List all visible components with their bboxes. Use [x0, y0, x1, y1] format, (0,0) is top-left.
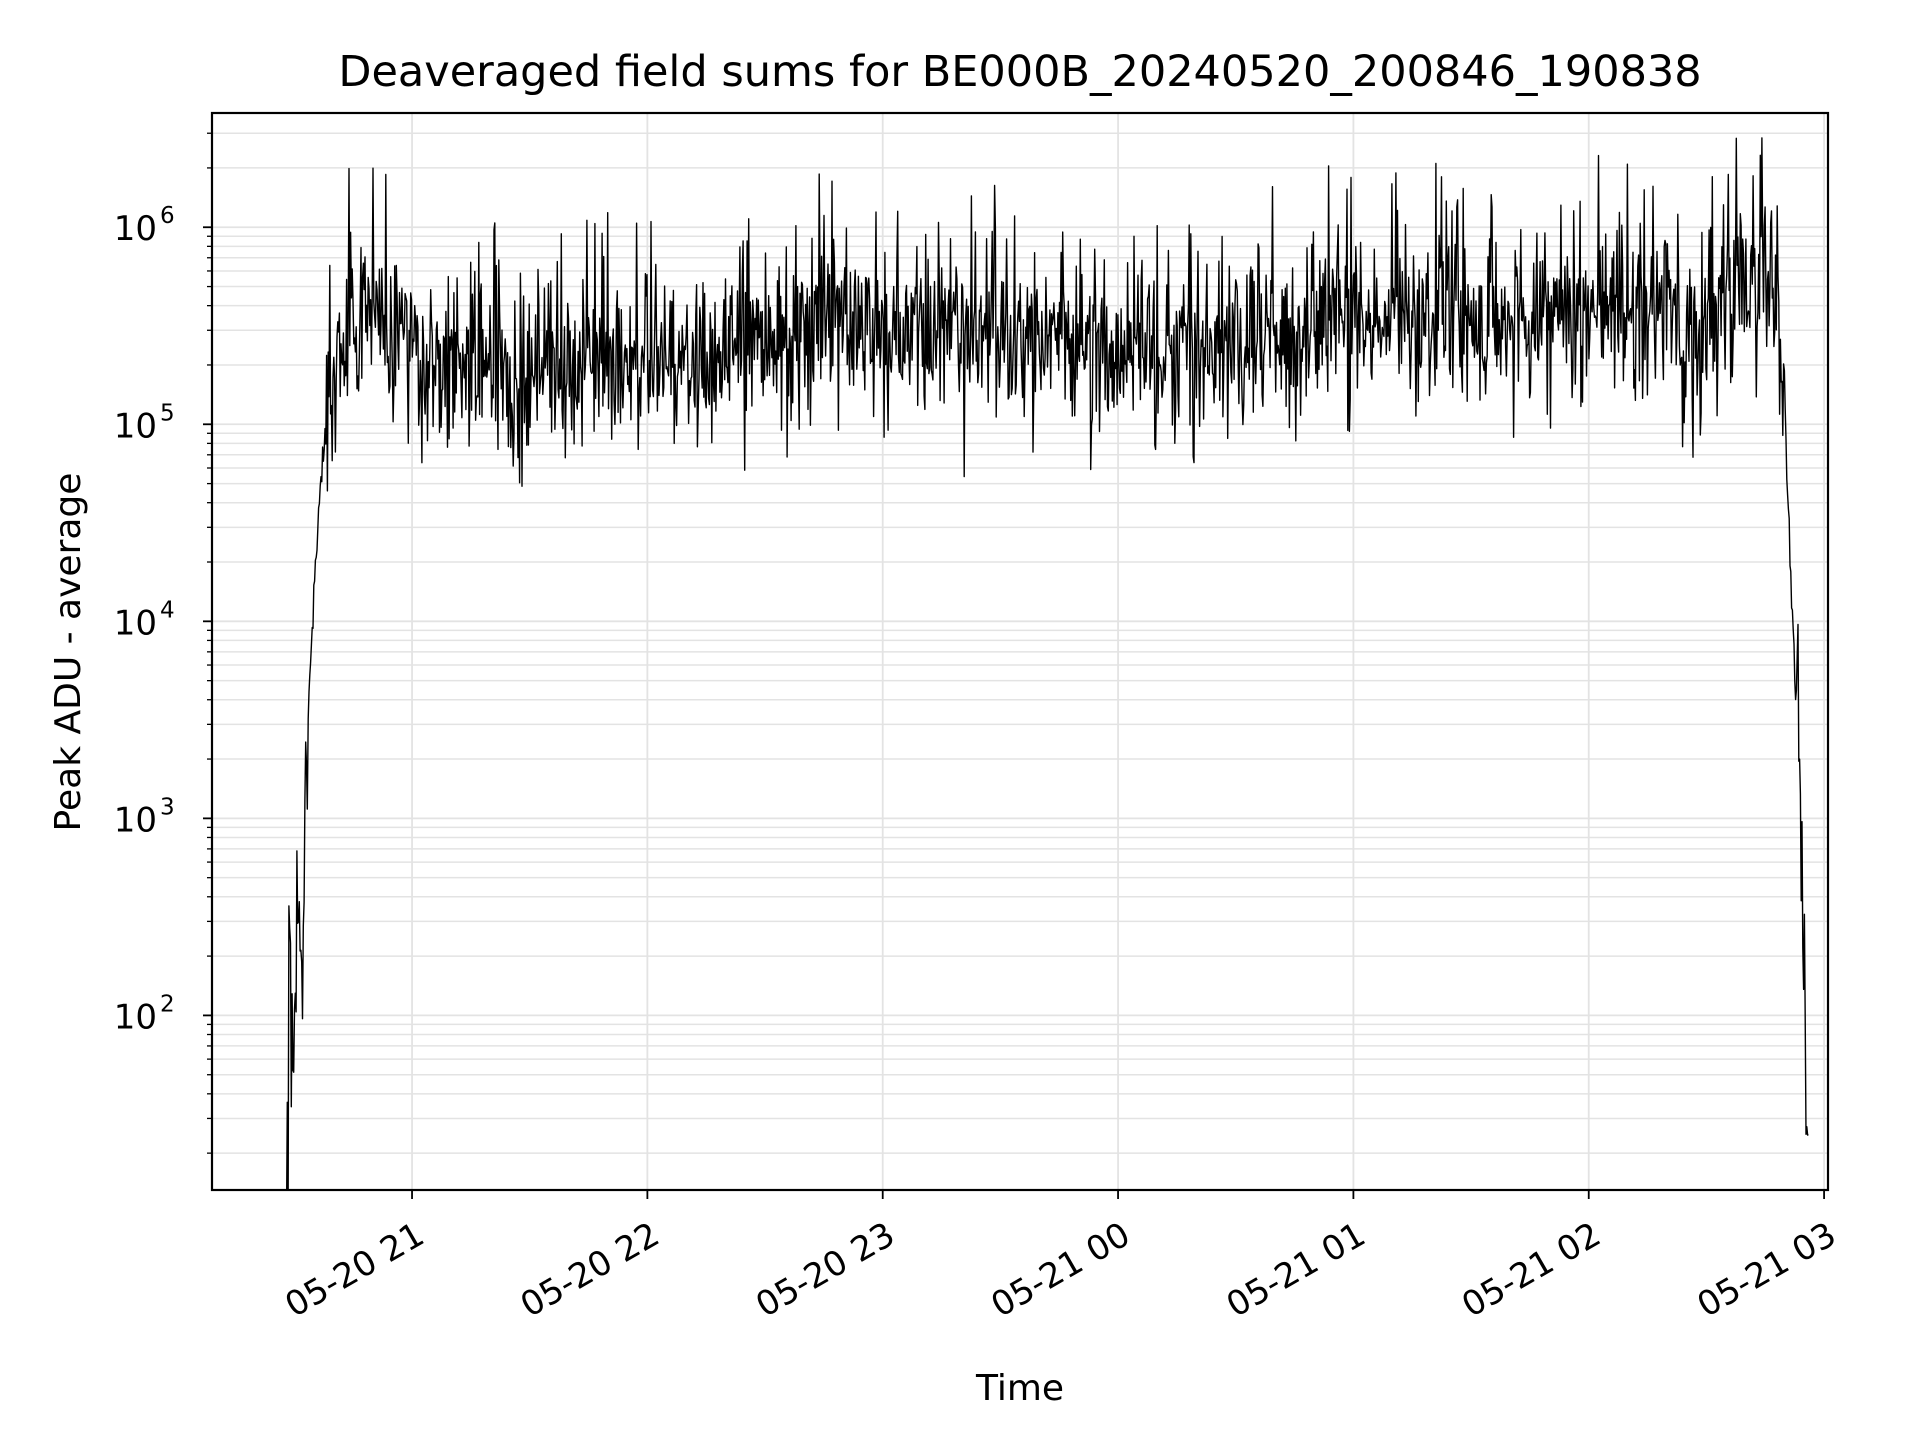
chart-title: Deaveraged field sums for BE000B_2024052…	[338, 47, 1701, 97]
y-tick-label: 10	[114, 997, 157, 1037]
y-tick-exponent: 2	[160, 991, 175, 1017]
y-tick-exponent: 4	[160, 597, 175, 623]
y-tick-label: 10	[114, 603, 157, 643]
y-tick-exponent: 5	[160, 400, 175, 426]
y-tick-exponent: 6	[160, 203, 175, 229]
grid-lines	[212, 113, 1828, 1190]
series-layer	[286, 137, 1809, 1190]
y-tick-label: 10	[114, 406, 157, 446]
y-tick-exponent: 3	[160, 794, 175, 820]
y-tick-label: 10	[114, 800, 157, 840]
x-axis-label: Time	[975, 1368, 1064, 1409]
y-tick-label: 10	[114, 209, 157, 249]
series-line	[286, 137, 1809, 1190]
y-axis-label: Peak ADU - average	[48, 473, 89, 832]
